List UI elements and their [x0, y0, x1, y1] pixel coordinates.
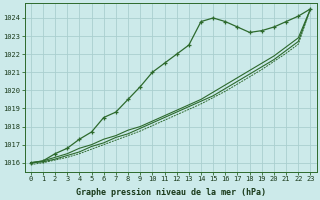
X-axis label: Graphe pression niveau de la mer (hPa): Graphe pression niveau de la mer (hPa) [76, 188, 266, 197]
